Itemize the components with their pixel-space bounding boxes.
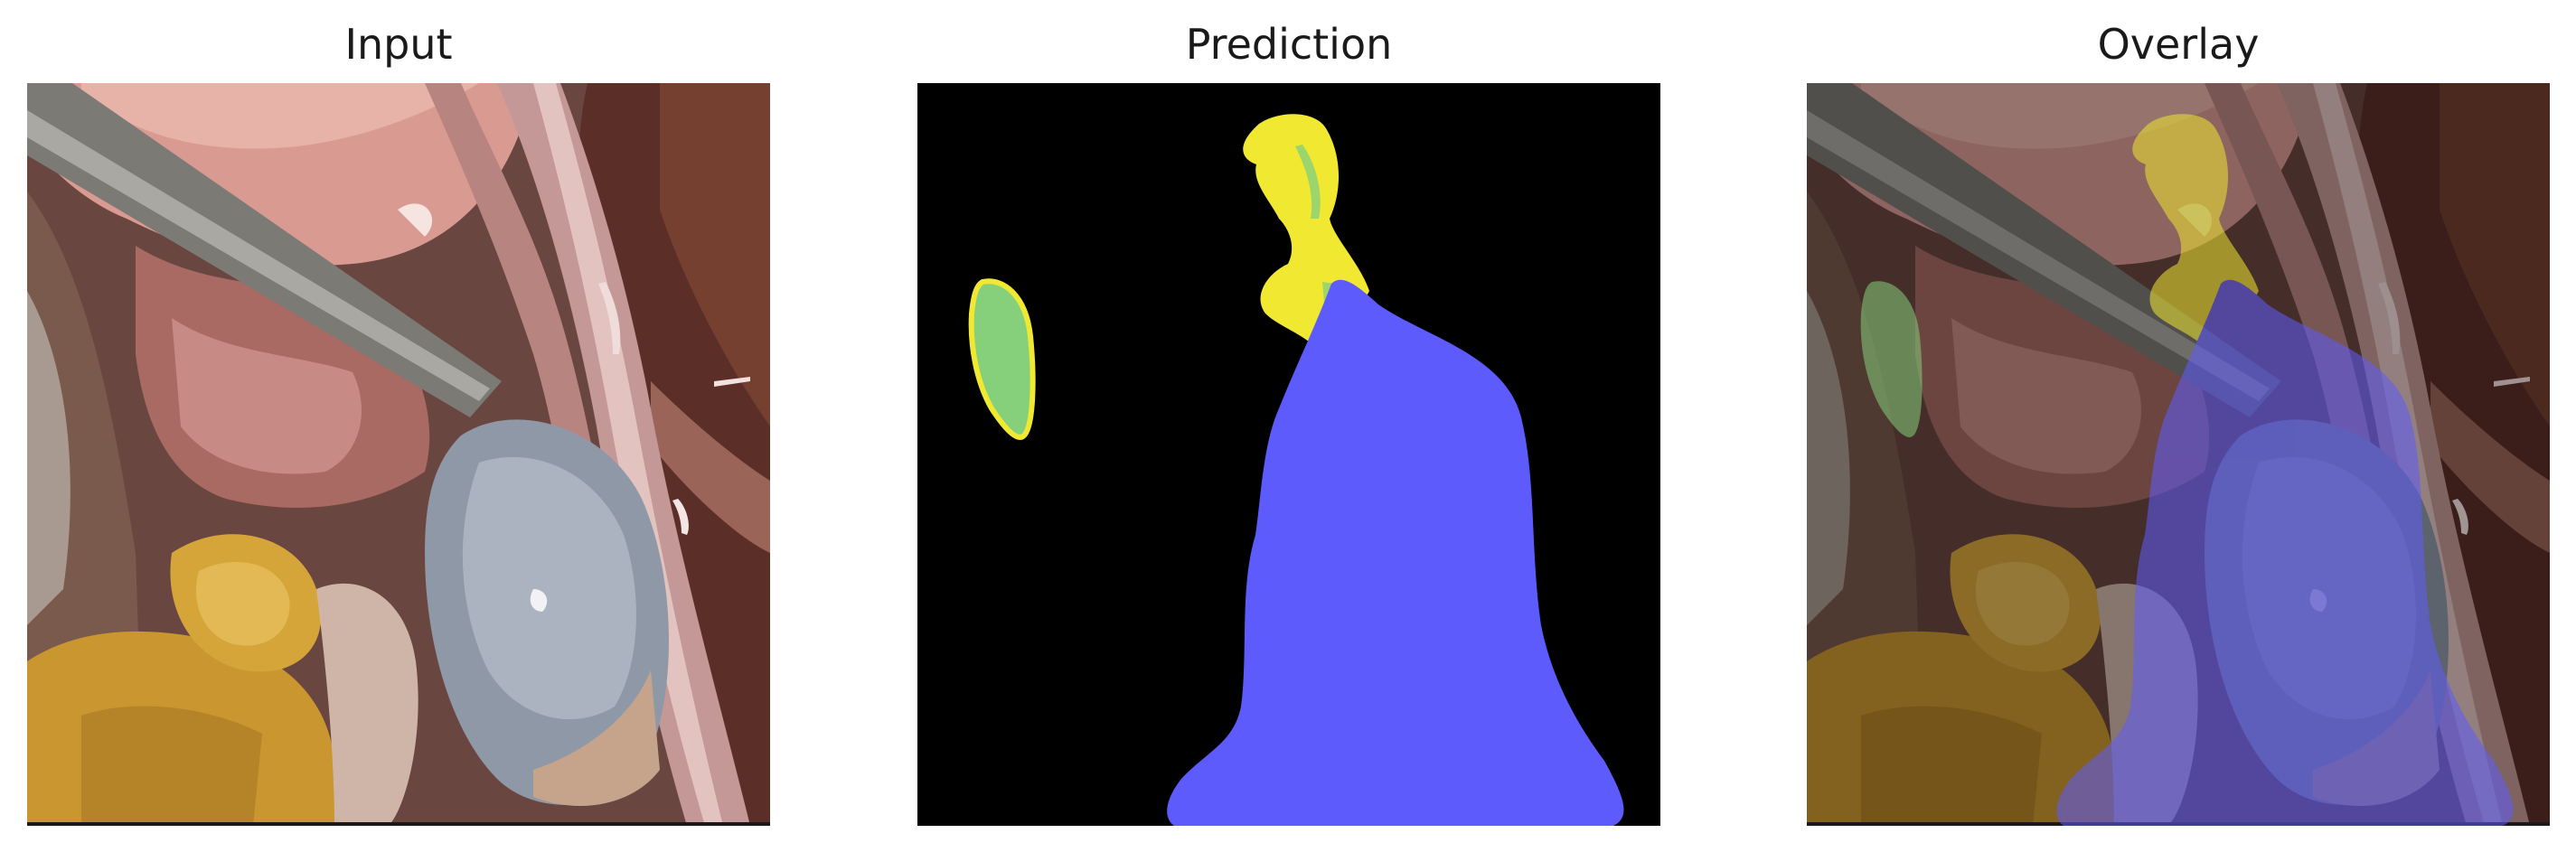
input-title: Input bbox=[344, 20, 453, 69]
prediction-image bbox=[917, 83, 1660, 826]
prediction-panel: Prediction bbox=[917, 0, 1660, 852]
overlay-panel: Overlay bbox=[1807, 0, 2550, 852]
prediction-mask-svg bbox=[917, 83, 1660, 826]
overlay-title: Overlay bbox=[2097, 20, 2260, 69]
input-image bbox=[27, 83, 770, 826]
mask-green-outline bbox=[968, 278, 1036, 440]
overlay-image bbox=[1807, 83, 2550, 826]
input-image-svg bbox=[27, 83, 770, 826]
overlay-svg bbox=[1807, 83, 2550, 826]
prediction-title: Prediction bbox=[1185, 20, 1393, 69]
input-panel: Input bbox=[27, 0, 770, 852]
